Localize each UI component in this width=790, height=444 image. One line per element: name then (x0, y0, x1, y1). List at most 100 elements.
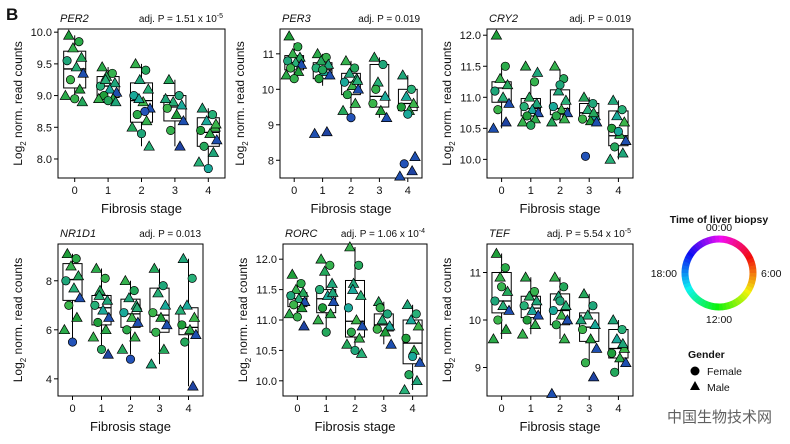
y-tick-label: 11.5 (256, 285, 277, 297)
color-wheel-segment (733, 242, 736, 244)
data-point-female (166, 126, 174, 134)
color-wheel-segment (730, 241, 734, 242)
data-point-female (149, 308, 157, 316)
x-tick-label: 0 (499, 185, 505, 197)
data-point-female (318, 66, 326, 74)
data-point-female (556, 297, 564, 305)
gene-title: NR1D1 (60, 228, 96, 240)
data-point-female (130, 286, 138, 294)
x-axis-label: Fibrosis stage (520, 201, 601, 216)
data-point-female (372, 85, 380, 93)
data-point-male (402, 300, 412, 309)
legend-gender-title: Gender (688, 349, 725, 361)
x-tick-label: 2 (557, 185, 563, 197)
data-point-male (488, 334, 498, 343)
data-point-female (618, 325, 626, 333)
data-point-female (491, 87, 499, 95)
data-point-male (313, 315, 323, 324)
data-point-female (175, 91, 183, 99)
data-point-female (133, 110, 141, 118)
data-point-female (318, 304, 326, 312)
color-wheel-segment (702, 242, 705, 244)
color-wheel-segment (744, 293, 746, 296)
y-tick-label: 11.0 (460, 92, 481, 104)
data-point-male (135, 75, 145, 84)
x-tick-label: 3 (586, 185, 592, 197)
data-point-male (327, 278, 337, 287)
data-point-female (94, 318, 102, 326)
legend-female-marker (691, 367, 700, 376)
x-tick-label: 2 (138, 185, 144, 197)
color-wheel-segment (687, 283, 688, 287)
color-wheel-segment (687, 259, 688, 263)
y-tick-label: 9 (475, 363, 481, 375)
data-point-male (178, 254, 188, 263)
data-point-male (495, 73, 505, 82)
x-tick-label: 4 (615, 403, 621, 415)
x-axis-label: Fibrosis stage (520, 419, 601, 434)
y-tick-label: 11 (470, 268, 481, 280)
data-point-male (591, 343, 601, 352)
data-point-female (66, 76, 74, 84)
data-point-female (65, 301, 73, 309)
data-point-female (63, 57, 71, 65)
data-point-male (208, 147, 218, 156)
x-tick-label: 3 (172, 185, 178, 197)
data-point-male (164, 75, 174, 84)
color-wheel-segment (739, 298, 742, 300)
data-point-male (97, 62, 107, 71)
data-point-male (501, 117, 511, 126)
data-point-female (581, 359, 589, 367)
data-point-female (347, 328, 355, 336)
data-point-male (530, 320, 540, 329)
data-point-female (196, 126, 204, 134)
data-point-female (373, 325, 381, 333)
data-point-male (345, 242, 355, 251)
p-value: adj. P = 0.019 (358, 14, 420, 25)
y-tick-label: 10.0 (31, 27, 52, 39)
y-tick-label: 11.0 (256, 315, 277, 327)
data-point-male (146, 359, 156, 368)
data-point-male (410, 152, 420, 161)
y-axis-label: Log2 norm. read counts (11, 41, 28, 166)
y-tick-label: 11.5 (460, 61, 481, 73)
p-value: adj. P = 1.51 x 10-5 (139, 13, 223, 25)
data-point-female (286, 64, 294, 72)
p-value: adj. P = 1.06 x 10-4 (341, 228, 425, 240)
wheel-label-18: 18:00 (651, 268, 677, 280)
color-wheel-segment (691, 293, 693, 296)
color-wheel-segment (746, 290, 748, 293)
data-point-male (399, 385, 409, 394)
data-point-male (194, 157, 204, 166)
data-point-male (605, 154, 615, 163)
data-point-male (608, 315, 618, 324)
color-wheel-segment (712, 239, 716, 240)
data-point-male (284, 31, 294, 40)
x-tick-label: 1 (105, 185, 111, 197)
data-point-female (610, 143, 618, 151)
data-point-male (341, 56, 351, 65)
data-point-female (402, 334, 410, 342)
color-wheel-segment (688, 256, 690, 259)
gene-title: PER3 (282, 13, 312, 25)
color-wheel-segment (694, 296, 697, 299)
x-axis-label: Fibrosis stage (315, 419, 396, 434)
data-point-female (152, 328, 160, 336)
data-point-male (395, 171, 405, 180)
data-point-male (299, 321, 309, 330)
data-point-male (64, 30, 74, 39)
gene-title: RORC (285, 228, 317, 240)
data-point-female (344, 304, 352, 312)
x-tick-label: 3 (376, 185, 382, 197)
data-point-female (578, 325, 586, 333)
data-point-female (520, 102, 528, 110)
gene-title: PER2 (60, 13, 89, 25)
color-wheel-segment (723, 239, 727, 240)
wheel-label-00: 00:00 (706, 222, 732, 234)
x-tick-label: 1 (528, 185, 534, 197)
wheel-label-06: 6:00 (761, 268, 782, 280)
